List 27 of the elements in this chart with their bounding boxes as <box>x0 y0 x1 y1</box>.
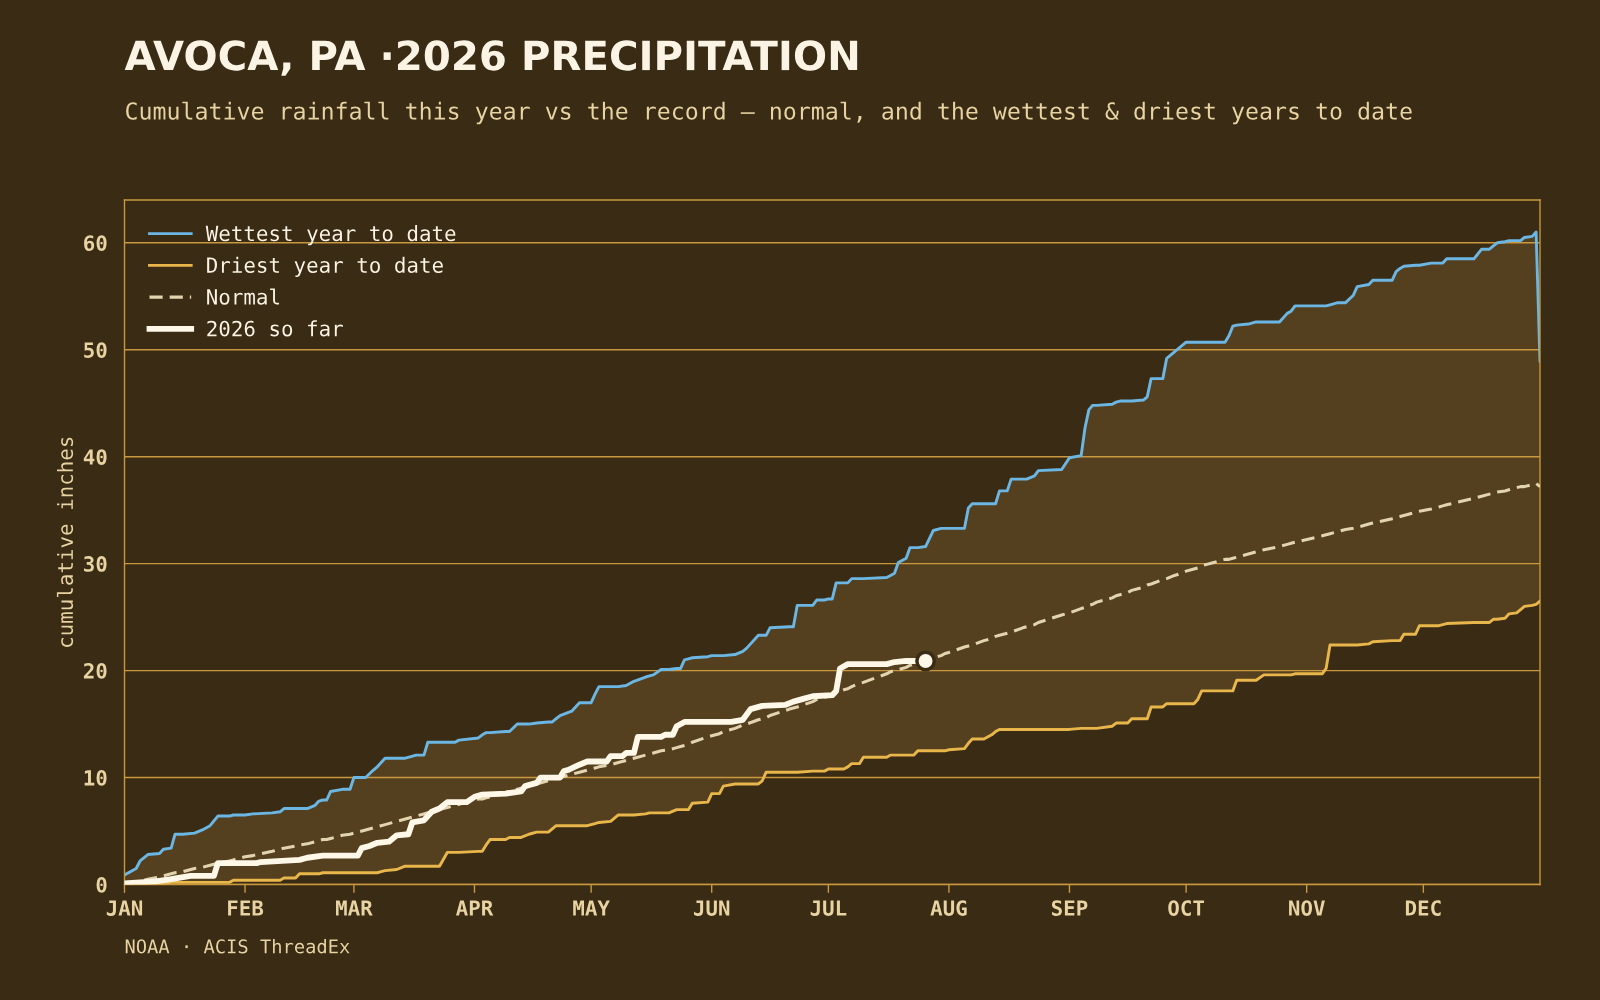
y-tick-label: 30 <box>84 556 107 572</box>
legend-label: Wettest year to date <box>205 225 456 246</box>
x-tick-label: FEB <box>228 900 264 916</box>
y-tick-label: 0 <box>96 876 107 893</box>
chart-title: AVOCA, PA ·2026 PRECIPITATION <box>124 40 858 76</box>
x-tick-label: MAY <box>573 900 610 916</box>
text: NOAA · ACIS ThreadEx <box>125 938 350 954</box>
chart-subtitle: Cumulative rainfall this year vs the record — normal, and the wettest & driest years to date <box>126 101 1412 125</box>
x-tick-label: JAN <box>106 900 143 916</box>
x-tick-label: MAR <box>336 900 373 916</box>
x-tick-label: AUG <box>930 900 967 916</box>
x-tick-label: JUN <box>694 900 730 916</box>
y-tick-label: 50 <box>84 342 107 358</box>
x-tick-label: JUL <box>810 900 847 916</box>
x-tick-label: DEC <box>1405 900 1441 916</box>
x-tick-label: NOV <box>1289 900 1325 916</box>
legend-label: Driest year to date <box>207 256 443 278</box>
y-tick-label: 10 <box>84 770 107 786</box>
x-tick-label: SEP <box>1051 900 1088 916</box>
y-tick-label: 40 <box>83 449 107 465</box>
x-tick-label: APR <box>456 900 494 916</box>
legend-label: 2026 so far <box>207 320 343 337</box>
y-tick-label: 20 <box>83 663 107 679</box>
y-axis-title: cumulative inches <box>56 437 74 647</box>
legend-label: Normal <box>207 288 279 305</box>
x-tick-label: OCT <box>1168 900 1205 916</box>
y-tick-label: 60 <box>84 235 107 252</box>
